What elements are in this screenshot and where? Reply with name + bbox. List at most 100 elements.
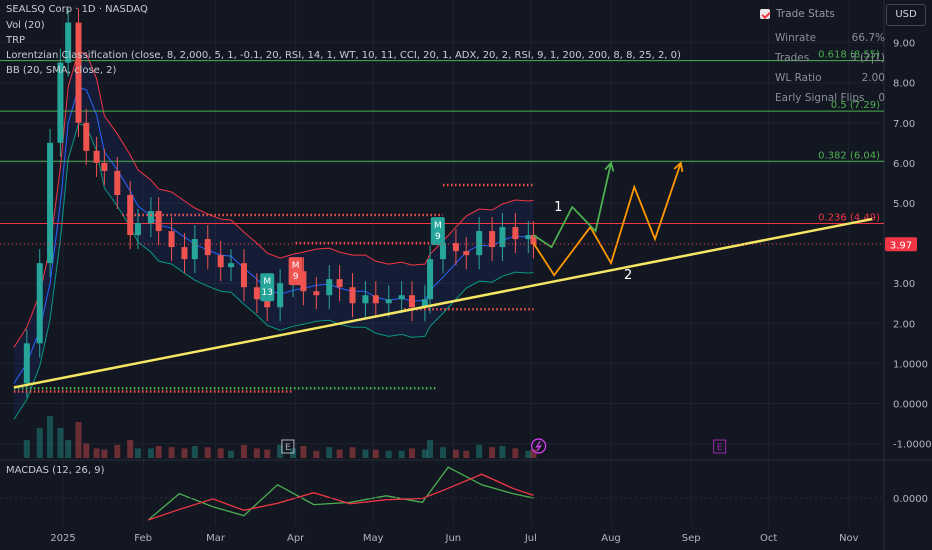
volume-bar bbox=[23, 440, 30, 458]
volume-bar bbox=[499, 446, 506, 458]
candle-body bbox=[47, 142, 54, 264]
stat-row-trades: Trades 3 (2|1) bbox=[760, 48, 885, 68]
volume-bar bbox=[57, 428, 64, 458]
volume-bar bbox=[362, 449, 369, 458]
legend-macd[interactable]: MACDAS (12, 26, 9) bbox=[6, 465, 105, 476]
trend-line[interactable] bbox=[13, 217, 873, 389]
signal-label-box bbox=[430, 217, 445, 246]
volume-bar bbox=[168, 447, 175, 458]
volume-bar bbox=[134, 448, 141, 458]
volume-bar bbox=[372, 449, 379, 458]
stat-label: Early Signal Flips bbox=[775, 92, 865, 104]
volume-bar bbox=[93, 448, 100, 458]
candle-body bbox=[277, 283, 284, 308]
last-price-label: 3.97 bbox=[890, 240, 912, 251]
volume-bar bbox=[127, 440, 134, 458]
volume-bar bbox=[101, 449, 108, 458]
volume-bar bbox=[36, 428, 43, 458]
candle-body bbox=[65, 22, 72, 63]
volume-bar bbox=[398, 450, 405, 458]
stat-label: Winrate bbox=[775, 32, 817, 44]
candle-body bbox=[427, 259, 434, 300]
volume-bar bbox=[277, 444, 284, 458]
fib-label: 0.382 (6.04) bbox=[818, 150, 880, 161]
legend-trp[interactable]: TRP bbox=[6, 35, 26, 46]
projection-waves[interactable]: 12 bbox=[532, 161, 684, 283]
signal-label-box bbox=[260, 273, 275, 302]
time-tick-label: Sep bbox=[682, 533, 701, 544]
time-tick-label: 2025 bbox=[50, 533, 75, 544]
currency-button[interactable]: USD bbox=[886, 4, 926, 26]
checkbox-icon[interactable] bbox=[760, 9, 770, 19]
volume-bar bbox=[489, 447, 496, 458]
legend-bb[interactable]: BB (20, SMA, close, 2) bbox=[6, 65, 117, 76]
wave-label: 2 bbox=[624, 268, 632, 283]
price-tick-label: 5.00 bbox=[893, 199, 915, 210]
stat-label: Trades bbox=[775, 52, 810, 64]
candle-body bbox=[114, 170, 121, 195]
candle-body bbox=[204, 239, 211, 256]
volume-bar bbox=[114, 444, 121, 458]
price-tick-label: 9.00 bbox=[893, 39, 915, 50]
volume-bar bbox=[530, 449, 537, 458]
legend-title[interactable]: SEALSQ Corp · 1D · NASDAQ bbox=[6, 4, 148, 15]
candle-body bbox=[253, 287, 260, 300]
candle-body bbox=[512, 227, 519, 240]
trade-stats-panel: Trade Stats Winrate 66.7% Trades 3 (2|1)… bbox=[760, 8, 885, 108]
stat-value: 2.00 bbox=[861, 72, 885, 84]
lightning-icon-glyph bbox=[535, 440, 543, 452]
candle-body bbox=[525, 235, 532, 240]
candle-body bbox=[168, 231, 175, 248]
time-axis[interactable]: 2025 Feb Mar Apr May Jun Jul Aug Sep Oct Nov bbox=[50, 533, 858, 544]
macd-axis-label: 0.0000 bbox=[893, 494, 928, 505]
time-tick-label: May bbox=[363, 533, 384, 544]
fib-label: 0.618 (8.55) bbox=[818, 50, 880, 61]
volume-bar bbox=[147, 448, 154, 458]
last-price-tag bbox=[885, 237, 917, 252]
signal-label: 9 bbox=[435, 232, 441, 242]
price-tick-label: 1.0000 bbox=[893, 359, 928, 370]
volume-bar bbox=[421, 449, 428, 458]
signal-dots bbox=[13, 183, 534, 393]
volume-bar bbox=[65, 440, 72, 458]
candle-body bbox=[372, 295, 379, 304]
volume-bar bbox=[264, 449, 271, 458]
event-marker bbox=[281, 439, 295, 454]
candle-body bbox=[264, 299, 271, 308]
price-axis[interactable]: 9.008.007.006.005.004.003.002.001.00000.… bbox=[0, 39, 932, 451]
candle-body bbox=[240, 263, 247, 288]
signal-label-box bbox=[288, 257, 303, 286]
macd-signal-line bbox=[148, 473, 534, 521]
price-tick-label: 8.00 bbox=[893, 79, 915, 90]
volume-bar bbox=[326, 447, 333, 458]
wave-green bbox=[532, 162, 612, 249]
volume-bars bbox=[23, 416, 537, 458]
macd-line bbox=[147, 466, 534, 521]
candle-body bbox=[408, 295, 415, 308]
volume-bar bbox=[452, 449, 459, 458]
event-marker-label: E bbox=[285, 443, 291, 453]
legend-volume[interactable]: Vol (20) bbox=[6, 20, 45, 31]
price-tick-label: 7.00 bbox=[893, 119, 915, 130]
stat-value: 0 bbox=[878, 92, 885, 104]
signal-label: 9 bbox=[293, 272, 299, 282]
fib-label: 0.236 (4.49) bbox=[818, 212, 880, 223]
lightning-icon bbox=[531, 438, 547, 454]
fib-label: 0.5 (7.29) bbox=[831, 100, 880, 111]
candle-body bbox=[147, 211, 154, 224]
candle-body bbox=[57, 62, 64, 143]
bb-lower bbox=[13, 123, 534, 420]
legend-lorentzian[interactable]: Lorentzian Classification (close, 8, 2,0… bbox=[6, 50, 681, 61]
time-tick-label: Apr bbox=[287, 533, 305, 544]
macd-pane: 0.0000 bbox=[0, 466, 928, 521]
volume-bar bbox=[512, 448, 519, 458]
stat-label: WL Ratio bbox=[775, 72, 822, 84]
time-tick-label: Feb bbox=[134, 533, 152, 544]
volume-bar bbox=[385, 450, 392, 458]
trendline-stroke bbox=[13, 217, 873, 389]
price-tick-label: -1.0000 bbox=[893, 440, 932, 451]
time-tick-label: Aug bbox=[601, 533, 621, 544]
event-marker-label: E bbox=[717, 443, 723, 453]
